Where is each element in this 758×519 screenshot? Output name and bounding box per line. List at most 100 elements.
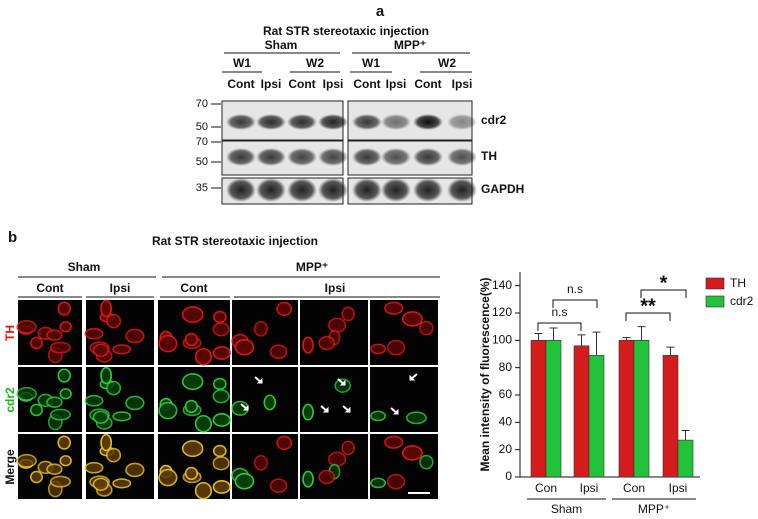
group-label: MPP⁺	[296, 260, 328, 274]
legend-swatch	[705, 295, 725, 308]
blot-band	[352, 178, 382, 202]
x-tick-label: Con	[535, 481, 557, 495]
row-label: cdr2	[3, 387, 17, 413]
lane-label: Ipsi	[323, 77, 344, 91]
legend-label: TH	[730, 276, 746, 290]
blot-band	[413, 148, 443, 166]
marker-label: 35	[196, 182, 208, 194]
error-bar	[666, 346, 675, 356]
significance-bracket	[625, 312, 671, 321]
cell	[59, 388, 72, 400]
cell	[194, 481, 213, 500]
micrograph	[231, 367, 298, 432]
blot-band	[352, 148, 382, 166]
cell	[125, 395, 145, 411]
group-label: MPP⁺	[394, 38, 426, 52]
cell	[212, 310, 227, 324]
cell	[84, 394, 104, 407]
cell	[112, 344, 132, 355]
significance-bracket	[537, 322, 582, 331]
blot-band	[256, 148, 286, 166]
arrow-head	[242, 404, 249, 411]
significance-label: *	[660, 272, 668, 294]
marker-label: 50	[196, 156, 208, 168]
cell	[29, 470, 43, 484]
micrograph	[158, 300, 231, 366]
micrograph-bg	[300, 367, 368, 432]
cell	[92, 410, 109, 424]
marker-label: 70	[196, 98, 208, 110]
cell	[302, 336, 314, 354]
blot-band	[381, 114, 411, 130]
cell	[212, 456, 230, 471]
panel-a: a Rat STR stereotaxic injection Sham MPP…	[221, 3, 473, 205]
blot-band	[318, 114, 348, 130]
cell	[84, 461, 104, 474]
lane-label: Ipsi	[261, 77, 282, 91]
cell	[419, 454, 434, 470]
blot-band	[413, 178, 443, 202]
cell	[105, 380, 122, 396]
cell	[341, 306, 355, 322]
blot-band	[226, 148, 256, 166]
blot-band	[318, 148, 348, 166]
arrow-head	[256, 377, 263, 384]
cell	[384, 301, 404, 315]
cell	[16, 386, 37, 401]
y-tick-label: 0	[505, 469, 512, 483]
cell	[276, 435, 293, 451]
cell	[46, 329, 63, 341]
micrograph	[370, 434, 438, 499]
cell	[105, 447, 122, 463]
bar	[633, 340, 650, 478]
cell	[328, 317, 347, 333]
column-label: Ipsi	[110, 281, 131, 295]
cell	[419, 320, 434, 336]
group-label: Sham	[68, 260, 101, 274]
column-label: Cont	[36, 281, 63, 295]
cell	[386, 473, 406, 490]
cell	[105, 313, 122, 329]
micrograph	[158, 367, 231, 433]
cell	[370, 410, 387, 422]
cell	[100, 299, 113, 318]
y-tick-label: 60	[499, 387, 513, 401]
cell	[269, 478, 288, 494]
cell	[59, 321, 72, 333]
arrow-head	[392, 408, 399, 415]
micrograph	[231, 434, 298, 499]
cell	[158, 468, 178, 487]
cell	[194, 414, 213, 433]
arrow-head	[339, 379, 346, 386]
row-label: TH	[3, 325, 17, 341]
blot-band	[381, 148, 411, 166]
cell	[370, 343, 387, 355]
group-label: MPP⁺	[638, 502, 670, 516]
error-bar	[534, 333, 543, 341]
cell	[318, 335, 336, 351]
error-bar	[577, 334, 586, 346]
bar	[677, 439, 694, 478]
panel-label: a	[376, 3, 385, 20]
week-label: W2	[306, 56, 324, 70]
y-tick-label: 80	[499, 360, 513, 374]
cell	[269, 344, 288, 360]
x-tick-label: Ipsi	[580, 481, 599, 495]
y-axis-label: Mean intensity of fluorescence(%)	[478, 277, 492, 471]
cell	[181, 306, 204, 324]
cell	[276, 301, 293, 317]
blot-band	[287, 178, 317, 202]
error-bar	[637, 326, 646, 341]
marker-label: 50	[196, 121, 208, 133]
cell	[318, 469, 336, 485]
cell	[184, 332, 198, 347]
y-tick-label: 40	[499, 415, 513, 429]
micrograph	[370, 300, 438, 365]
cell	[212, 413, 231, 427]
cell	[84, 327, 104, 340]
cell	[29, 403, 43, 417]
blot-band	[226, 178, 256, 202]
bar	[530, 340, 547, 478]
lane-label: Cont	[414, 77, 441, 91]
blot-band	[381, 178, 411, 202]
